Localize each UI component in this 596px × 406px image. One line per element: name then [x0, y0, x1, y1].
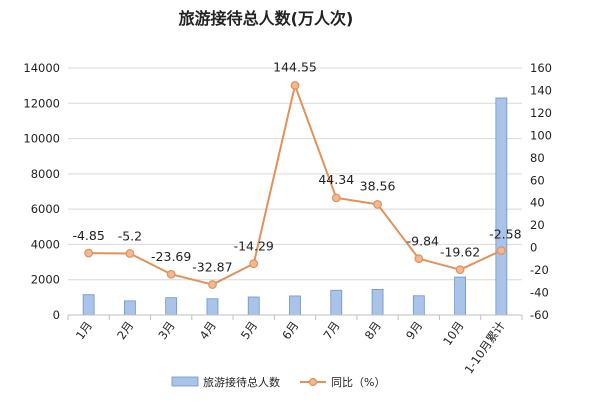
left-axis: 0 2000 4000 6000 8000 10000 12000 14000	[23, 61, 60, 322]
x-tick-label: 10月	[440, 319, 466, 348]
right-tick-label: -20	[530, 263, 549, 277]
x-tick-label: 6月	[279, 319, 301, 342]
x-tick-label: 7月	[320, 319, 342, 342]
data-label: -32.87	[192, 260, 232, 275]
bar	[247, 296, 260, 316]
data-label: 38.56	[360, 178, 396, 193]
right-tick-label: 20	[530, 218, 545, 232]
right-tick-label: 40	[530, 196, 545, 210]
right-tick-label: 0	[530, 241, 537, 255]
left-tick-label: 6000	[31, 202, 60, 216]
bar	[165, 297, 178, 316]
chart-title: 旅游接待总人数(万人次)	[179, 9, 354, 28]
right-tick-label: 80	[530, 151, 545, 165]
bar	[206, 298, 219, 316]
data-label: 44.34	[318, 172, 354, 187]
x-tick-label: 4月	[197, 319, 219, 342]
x-tick-label: 2月	[114, 319, 136, 342]
right-tick-label: 140	[530, 83, 552, 97]
grid-lines	[68, 67, 522, 316]
line-series: -4.85 -5.2 -23.69-32.87-14.29 144.55 44.34 38…	[72, 59, 522, 289]
data-label: -14.29	[234, 239, 274, 254]
line-point	[84, 248, 94, 258]
left-tick-label: 4000	[31, 237, 60, 251]
bar	[495, 97, 508, 316]
bar	[82, 294, 95, 316]
line-point	[249, 259, 259, 269]
x-tick-label: 5月	[238, 319, 260, 342]
line-point	[290, 80, 300, 90]
x-tick-label: 8月	[362, 319, 384, 342]
data-label: -4.85	[72, 228, 104, 243]
x-tick-label: 1-10月累计	[462, 318, 509, 376]
left-tick-label: 12000	[23, 96, 60, 110]
x-tick-label: 9月	[403, 319, 425, 342]
legend: 旅游接待总人数 同比（%）	[171, 375, 385, 389]
legend-line-marker	[308, 377, 318, 387]
data-label: -2.58	[489, 227, 521, 242]
legend-line-label: 同比（%）	[331, 376, 385, 389]
x-tick-label: 3月	[155, 319, 177, 342]
legend-bar-label: 旅游接待总人数	[203, 375, 280, 389]
data-label: 144.55	[273, 59, 317, 74]
right-tick-label: -60	[530, 308, 549, 322]
line-point	[373, 199, 382, 209]
right-tick-label: 160	[530, 61, 552, 75]
bar	[454, 276, 466, 316]
bar	[412, 295, 425, 316]
bar	[330, 289, 343, 316]
line-point	[331, 193, 341, 203]
right-tick-label: 120	[530, 106, 552, 120]
line-point	[414, 254, 424, 264]
legend-bar-swatch	[171, 376, 199, 387]
line-point	[496, 246, 506, 255]
line-point	[166, 269, 176, 279]
right-tick-label: -40	[530, 286, 549, 300]
right-tick-label: 60	[530, 173, 545, 187]
x-tick-label: 1月	[73, 319, 95, 342]
bar	[371, 289, 384, 316]
line-point	[208, 280, 217, 289]
bar	[124, 300, 136, 316]
left-tick-label: 0	[53, 308, 60, 322]
left-tick-label: 2000	[31, 273, 60, 287]
data-label: -23.69	[151, 249, 191, 264]
data-label: -5.2	[118, 228, 142, 243]
left-tick-label: 8000	[31, 167, 60, 181]
data-label: -9.84	[407, 234, 439, 249]
left-tick-label: 10000	[23, 132, 60, 146]
left-tick-label: 14000	[23, 61, 60, 75]
right-tick-label: 100	[530, 128, 552, 142]
line-point	[125, 249, 135, 258]
bar	[289, 295, 301, 316]
line-point	[455, 265, 465, 275]
data-label: -19.62	[440, 245, 480, 260]
right-axis: -60 -40 -20 0 20 40 60 80 100 120 140 160	[530, 61, 552, 322]
bar-series	[82, 97, 508, 316]
